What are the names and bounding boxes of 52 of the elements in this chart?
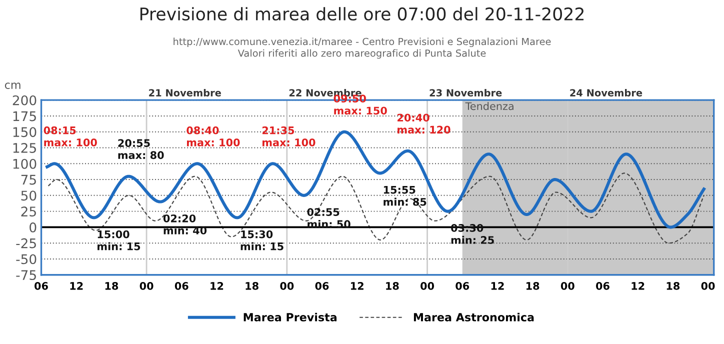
band-label: Tendenza (465, 102, 514, 110)
x-tick-label: 12 (491, 282, 504, 290)
annotation: 15:55 min: 85 (384, 186, 426, 206)
y-tick-label: 100 (13, 158, 36, 169)
x-tick-label: 06 (174, 282, 188, 290)
x-tick-label: 18 (246, 282, 258, 290)
y-tick-label: 25 (21, 206, 36, 217)
y-tick-label: 0 (30, 222, 36, 232)
y-tick-label: -75 (16, 270, 36, 280)
y-tick-label: 75 (21, 174, 36, 185)
x-tick-label: 00 (701, 282, 715, 290)
annotation: 08:15 max: 100 (44, 126, 97, 146)
x-tick-label: 18 (526, 282, 540, 290)
annotation: 15:30 min: 15 (240, 230, 284, 250)
x-tick-label: 06 (596, 282, 610, 290)
ref-line-label: 21 Novembre (149, 88, 221, 96)
annotation: 02:20 min: 40 (163, 214, 207, 234)
x-tick-label: 18 (105, 282, 118, 290)
legend-label: Marea Astronomica (414, 312, 534, 322)
x-tick-label: 00 (560, 282, 574, 290)
x-tick-label: 06 (315, 282, 329, 290)
x-tick-label: 06 (34, 282, 48, 290)
y-axis-title: cm (4, 82, 20, 90)
x-tick-label: 12 (210, 282, 224, 290)
y-tick-label: 125 (13, 142, 36, 153)
annotation: 20:40 max: 120 (398, 114, 450, 134)
ref-line-label: 24 Novembre (570, 88, 642, 96)
y-tick-label: -50 (16, 254, 36, 264)
y-tick-label: 175 (13, 111, 36, 122)
ref-line-label: 23 Novembre (430, 88, 502, 96)
annotation: 02:55 min: 50 (307, 208, 350, 228)
y-tick-label: -25 (16, 238, 36, 248)
y-tick-label: 200 (12, 95, 36, 106)
x-tick-label: 00 (420, 282, 434, 290)
y-tick-label: 150 (13, 127, 36, 138)
annotation: 15:00 min: 15 (98, 230, 140, 250)
annotation: 21:35 max: 100 (262, 126, 316, 146)
x-tick-label: 18 (386, 282, 399, 290)
annotation: 08:40 max: 100 (186, 126, 240, 146)
annotation: 20:55 max: 80 (118, 139, 164, 160)
x-tick-label: 12 (632, 282, 644, 290)
y-tick-label: 50 (21, 190, 36, 201)
x-tick-label: 00 (140, 282, 154, 290)
x-tick-label: 12 (351, 282, 364, 290)
chart-subtitle: http://www.comune.venezia.it/maree - Centro Previsioni e Segnalazioni Maree Valori riferiti allo zero mareografico di Punta Salute (174, 38, 551, 59)
chart-title: Previsione di marea delle ore 07:00 del 20-11-2022 (140, 7, 584, 21)
x-tick-label: 18 (666, 282, 680, 290)
ref-line-label: 22 Novembre (289, 88, 362, 96)
legend-label: Marea Prevista (244, 312, 337, 322)
x-tick-label: 06 (456, 282, 470, 290)
x-tick-label: 12 (70, 282, 83, 290)
x-tick-label: 00 (280, 282, 294, 290)
